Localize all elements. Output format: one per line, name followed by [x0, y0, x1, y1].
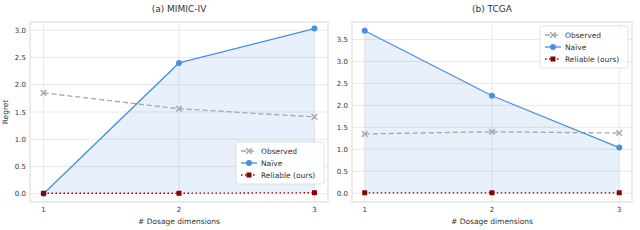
- area: [365, 31, 620, 193]
- y-tick-label: 3.0: [15, 27, 26, 35]
- point: [176, 106, 182, 112]
- legend-marker: [550, 32, 556, 38]
- point: [312, 114, 318, 120]
- y-tick-label: 1.0: [337, 146, 348, 154]
- y-tick-label: 2.0: [15, 81, 26, 89]
- legend: Observed Naïve Reliable (ours): [236, 142, 324, 184]
- point: [362, 190, 367, 195]
- x-tick-label: 3: [312, 206, 316, 214]
- y-label: Regret: [1, 100, 10, 125]
- point: [41, 90, 47, 96]
- legend-marker: [247, 173, 252, 178]
- point: [362, 28, 368, 34]
- y-tick-label: 0.5: [15, 163, 26, 171]
- y-tick-label: 0.5: [337, 168, 348, 176]
- y-tick-label: 1.0: [15, 136, 26, 144]
- y-tick-label: 0.0: [337, 190, 348, 198]
- legend-label: Reliable (ours): [261, 171, 315, 180]
- legend-label: Naïve: [565, 43, 587, 52]
- series-line: [365, 31, 620, 148]
- panel: 0.0 0.5 1.0 1.5 2.0 2.5 3.0 1 2 3 (a) MIMIC-IV # Do…: [1, 4, 328, 226]
- point: [616, 145, 622, 151]
- y-tick-label: 1.5: [337, 124, 348, 132]
- plot-bg: [352, 22, 632, 202]
- frame: [30, 22, 328, 202]
- point: [362, 131, 368, 137]
- x-label: # Dosage dimensions: [138, 217, 220, 226]
- y-tick-label: 0.0: [15, 190, 26, 198]
- figure: 0.0 0.5 1.0 1.5 2.0 2.5 3.0 1 2 3 (a) MIMIC-IV # Do…: [0, 0, 640, 230]
- point: [177, 191, 182, 196]
- point: [489, 93, 495, 99]
- title: (a) MIMIC-IV: [152, 4, 207, 14]
- legend-label: Observed: [261, 147, 297, 156]
- legend-label: Naïve: [261, 159, 283, 168]
- legend-box: [540, 26, 628, 68]
- data-group: [41, 26, 318, 197]
- legend-marker: [246, 148, 252, 154]
- y-tick-label: 3.0: [337, 58, 348, 66]
- point: [616, 130, 622, 136]
- y-tick-label: 2.5: [337, 80, 348, 88]
- x-tick-label: 3: [617, 206, 621, 214]
- x-tick-label: 1: [362, 206, 366, 214]
- legend-box: [236, 142, 324, 184]
- legend-marker: [551, 57, 556, 62]
- panel: 0.0 0.5 1.0 1.5 2.0 2.5 3.0 3.5 1 2 3 (b) TCGA # Dos…: [337, 4, 632, 226]
- x-tick-label: 2: [490, 206, 494, 214]
- point: [41, 191, 46, 196]
- point: [617, 190, 622, 195]
- y-tick-label: 2.0: [337, 102, 348, 110]
- x-label: # Dosage dimensions: [451, 217, 533, 226]
- legend-label: Observed: [565, 31, 601, 40]
- point: [41, 191, 47, 197]
- point: [489, 129, 495, 135]
- frame: [352, 22, 632, 202]
- point: [312, 190, 317, 195]
- legend: Observed Naïve Reliable (ours): [540, 26, 628, 68]
- y-tick-label: 3.5: [337, 36, 348, 44]
- grid-line: [43, 22, 44, 202]
- series-line: [44, 93, 315, 117]
- legend-marker: [246, 160, 252, 166]
- point: [311, 26, 317, 32]
- legend-label: Reliable (ours): [565, 55, 619, 64]
- point: [490, 190, 495, 195]
- title: (b) TCGA: [472, 4, 513, 14]
- point: [176, 60, 182, 66]
- legend-marker: [550, 44, 556, 50]
- plot-bg: [30, 22, 328, 202]
- x-tick-label: 2: [177, 206, 181, 214]
- y-tick-label: 1.5: [15, 109, 26, 117]
- x-tick-label: 1: [41, 206, 45, 214]
- y-tick-label: 2.5: [15, 54, 26, 62]
